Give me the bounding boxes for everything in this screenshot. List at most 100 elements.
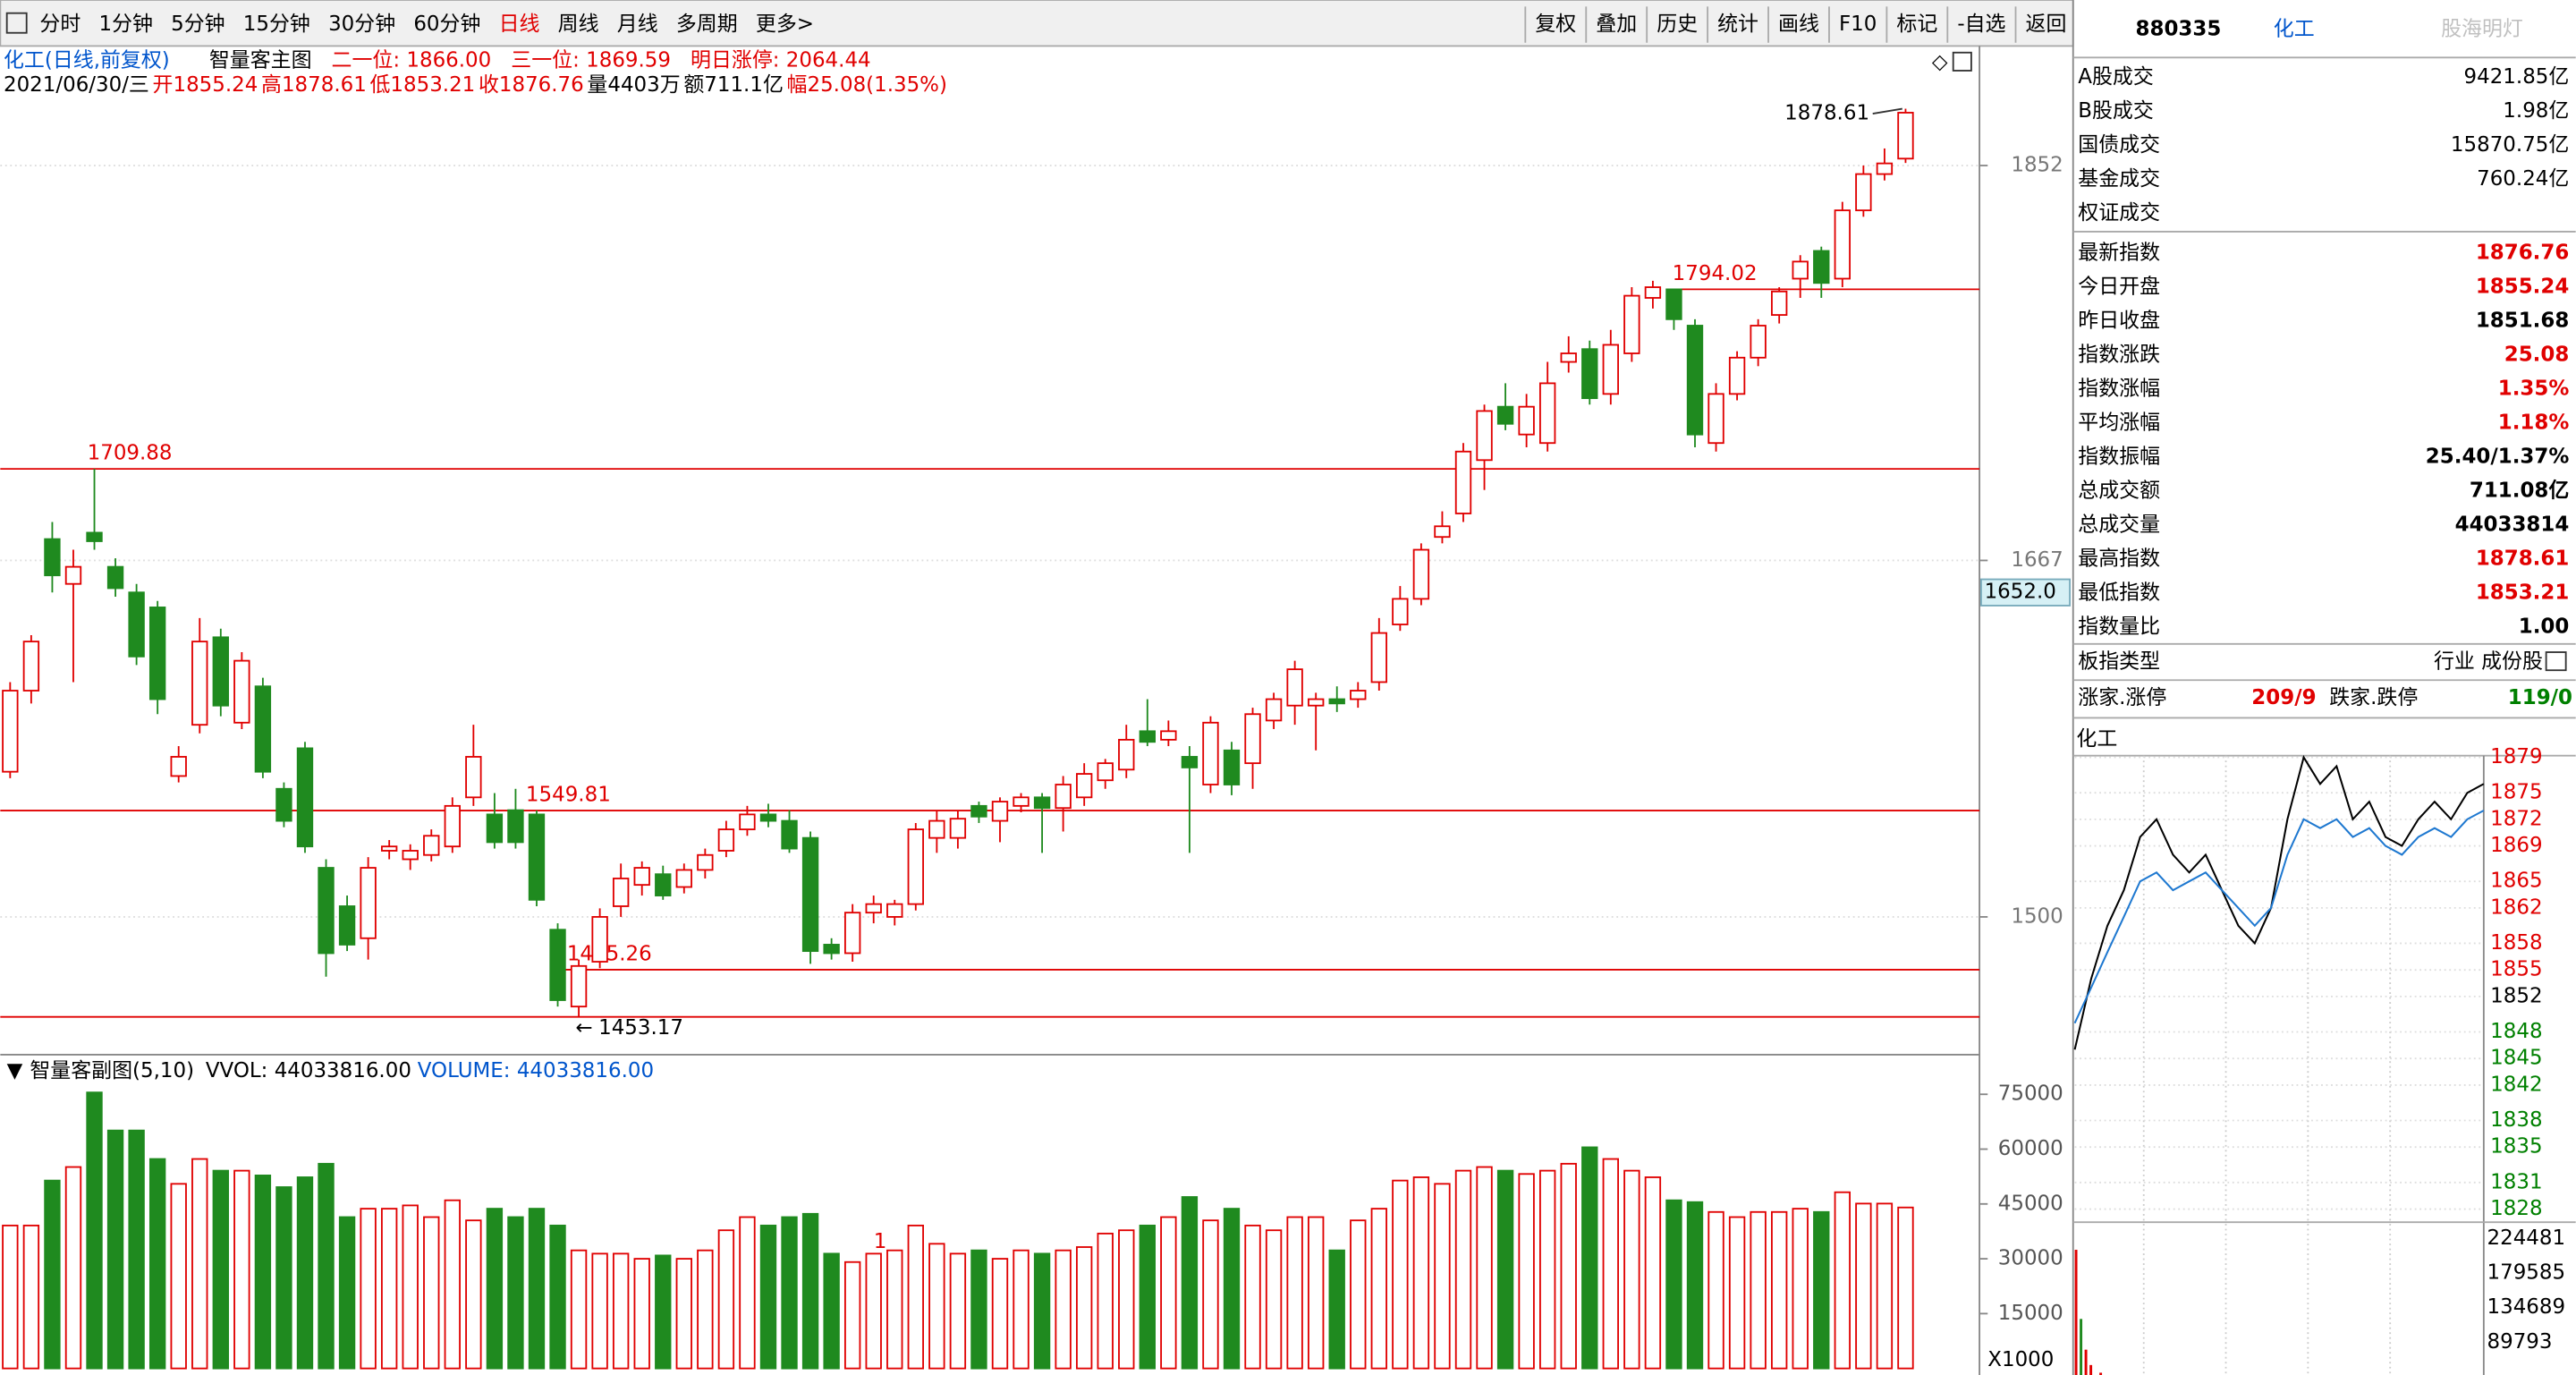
row-label: A股成交 xyxy=(2078,65,2154,89)
candle-body xyxy=(148,607,166,700)
candle-body xyxy=(1097,762,1114,782)
candle-body xyxy=(949,818,967,839)
up-label: 涨家.涨停 xyxy=(2078,686,2166,709)
volume-bar xyxy=(423,1216,440,1370)
tab[interactable]: 更多> xyxy=(756,13,814,36)
tab[interactable]: 1分钟 xyxy=(98,13,152,36)
candle-body xyxy=(1834,209,1852,280)
tool-button[interactable]: 标记 xyxy=(1896,13,1937,36)
window-icon[interactable] xyxy=(1952,51,1972,72)
volume-bar xyxy=(1855,1202,1872,1370)
candle-body xyxy=(1434,525,1451,539)
tab[interactable]: 分时 xyxy=(39,13,80,36)
info-text: 高1878.61 xyxy=(261,73,367,97)
tab[interactable]: 15分钟 xyxy=(243,13,310,36)
up-value: 209/9 xyxy=(2251,686,2316,709)
candle-body xyxy=(233,659,250,724)
candle-body xyxy=(1055,784,1072,810)
tab[interactable]: 月线 xyxy=(617,13,658,36)
volume-bar xyxy=(1792,1208,1809,1370)
row-label: 平均涨幅 xyxy=(2078,411,2160,434)
candle-body xyxy=(1454,450,1472,514)
volume-bar xyxy=(717,1229,735,1370)
candle-body xyxy=(338,905,356,946)
tool-button[interactable]: -自选 xyxy=(1957,13,2005,36)
candle-body xyxy=(1771,290,1788,316)
volume-bar xyxy=(1454,1169,1472,1370)
tab[interactable]: 5分钟 xyxy=(171,13,225,36)
tool-button[interactable]: 统计 xyxy=(1717,13,1758,36)
diamond-icon[interactable]: ◇ xyxy=(1932,50,1948,73)
menu-icon[interactable] xyxy=(5,12,28,34)
tab[interactable]: 日线 xyxy=(499,13,540,36)
tool-button[interactable]: 历史 xyxy=(1657,13,1698,36)
volume-bar xyxy=(1202,1219,1219,1370)
candle-body xyxy=(739,813,756,831)
volume-bar xyxy=(570,1249,588,1370)
candle-body xyxy=(1265,698,1283,722)
tool-button[interactable]: 叠加 xyxy=(1596,13,1637,36)
volume-bar xyxy=(697,1249,714,1370)
tool-button[interactable]: 复权 xyxy=(1535,13,1576,36)
candle-body xyxy=(843,912,861,955)
volume-bar xyxy=(1013,1249,1030,1370)
tab[interactable]: 周线 xyxy=(558,13,599,36)
volume-bar xyxy=(612,1252,630,1370)
volume-bar xyxy=(402,1204,419,1370)
volume-bar xyxy=(380,1208,398,1370)
row-value: 1876.76 xyxy=(2476,241,2569,264)
candle-body xyxy=(1876,162,1894,175)
mini-line xyxy=(2073,755,2485,1050)
row-value: 1851.68 xyxy=(2476,309,2569,332)
volume-bar xyxy=(212,1169,229,1370)
vol-unit: X1000 xyxy=(1987,1348,2054,1371)
candle-body xyxy=(1496,405,1514,425)
volume-bar xyxy=(843,1260,861,1370)
mini-tick-label: 1858 xyxy=(2490,931,2542,955)
info-text: 额711.1亿 xyxy=(683,73,784,97)
candle-body xyxy=(1033,796,1051,810)
mini-vol-bar xyxy=(2084,1349,2088,1375)
candle-body xyxy=(1412,548,1430,600)
mini-vol-tick: 179585 xyxy=(2487,1261,2566,1285)
candle-body xyxy=(1855,173,1872,212)
candle-body xyxy=(1581,348,1598,400)
candle-body xyxy=(1476,410,1493,462)
row-label: 总成交额 xyxy=(2078,479,2160,502)
tool-button[interactable]: F10 xyxy=(1839,13,1877,36)
mini-line xyxy=(2073,810,2485,1024)
volume-bar xyxy=(1834,1191,1852,1370)
level-label: 1549.81 xyxy=(526,783,611,806)
mini-tick-label: 1879 xyxy=(2490,745,2542,768)
tab[interactable]: 30分钟 xyxy=(328,13,395,36)
candle-body xyxy=(1307,698,1325,707)
level-label: 1794.02 xyxy=(1673,262,1758,285)
type-value: 行业 成份股 xyxy=(2434,650,2543,674)
candle-body xyxy=(1644,286,1662,299)
high-arrow xyxy=(1872,107,1902,115)
tab[interactable]: 多周期 xyxy=(676,13,738,36)
candle-body xyxy=(570,964,588,1008)
vol-icon[interactable]: ▼ xyxy=(7,1059,23,1082)
candle-body xyxy=(254,685,272,773)
row-label: 最低指数 xyxy=(2078,581,2160,604)
mini-tick-label: 1862 xyxy=(2490,895,2542,919)
row-value: 25.08 xyxy=(2504,343,2570,366)
row-value: 711.08亿 xyxy=(2470,479,2569,502)
candle-body xyxy=(1560,352,1577,363)
tool-button[interactable]: 画线 xyxy=(1778,13,1819,36)
volume-bar xyxy=(148,1158,166,1370)
tab[interactable]: 60分钟 xyxy=(413,13,480,36)
candle-body xyxy=(1538,382,1556,445)
volume-bar xyxy=(801,1212,819,1370)
tool-button[interactable]: 返回 xyxy=(2026,13,2067,36)
candle-body xyxy=(128,591,145,658)
row-label: 指数量比 xyxy=(2078,615,2160,638)
candle-body xyxy=(1160,730,1177,741)
grid-icon[interactable] xyxy=(2545,651,2567,672)
volume-bar xyxy=(1476,1166,1493,1370)
info-text: 化工(日线,前复权) xyxy=(4,48,170,72)
candle-body xyxy=(612,878,630,907)
code: 880335 xyxy=(2136,18,2222,41)
high-label: 1878.61 xyxy=(1784,102,1869,125)
